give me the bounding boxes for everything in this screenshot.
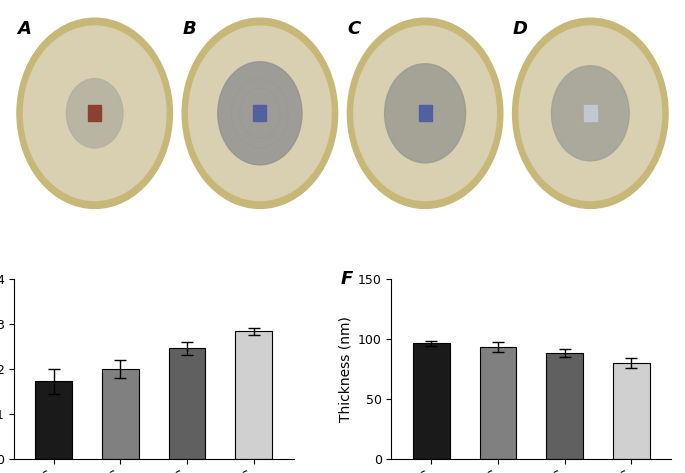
Y-axis label: Thickness (nm): Thickness (nm) (338, 316, 352, 421)
Ellipse shape (182, 18, 338, 209)
Bar (413, 343, 450, 459)
Ellipse shape (519, 26, 662, 201)
Bar (88, 105, 101, 121)
Bar (235, 331, 272, 459)
Bar (253, 105, 266, 121)
Text: A: A (17, 20, 31, 38)
Bar (613, 363, 649, 459)
Ellipse shape (347, 18, 503, 209)
Ellipse shape (218, 62, 302, 165)
Bar (169, 349, 206, 459)
Text: F: F (341, 270, 353, 288)
Text: B: B (182, 20, 196, 38)
Ellipse shape (512, 18, 668, 209)
Ellipse shape (354, 26, 497, 201)
Bar (419, 105, 432, 121)
Bar (547, 353, 583, 459)
Bar (36, 381, 72, 459)
Ellipse shape (551, 66, 630, 161)
Ellipse shape (23, 26, 166, 201)
Bar (584, 105, 597, 121)
Ellipse shape (384, 64, 466, 163)
Text: D: D (512, 20, 527, 38)
Ellipse shape (17, 18, 173, 209)
Text: C: C (347, 20, 360, 38)
Bar (102, 369, 138, 459)
Bar (479, 347, 516, 459)
Ellipse shape (66, 79, 123, 148)
Ellipse shape (188, 26, 331, 201)
